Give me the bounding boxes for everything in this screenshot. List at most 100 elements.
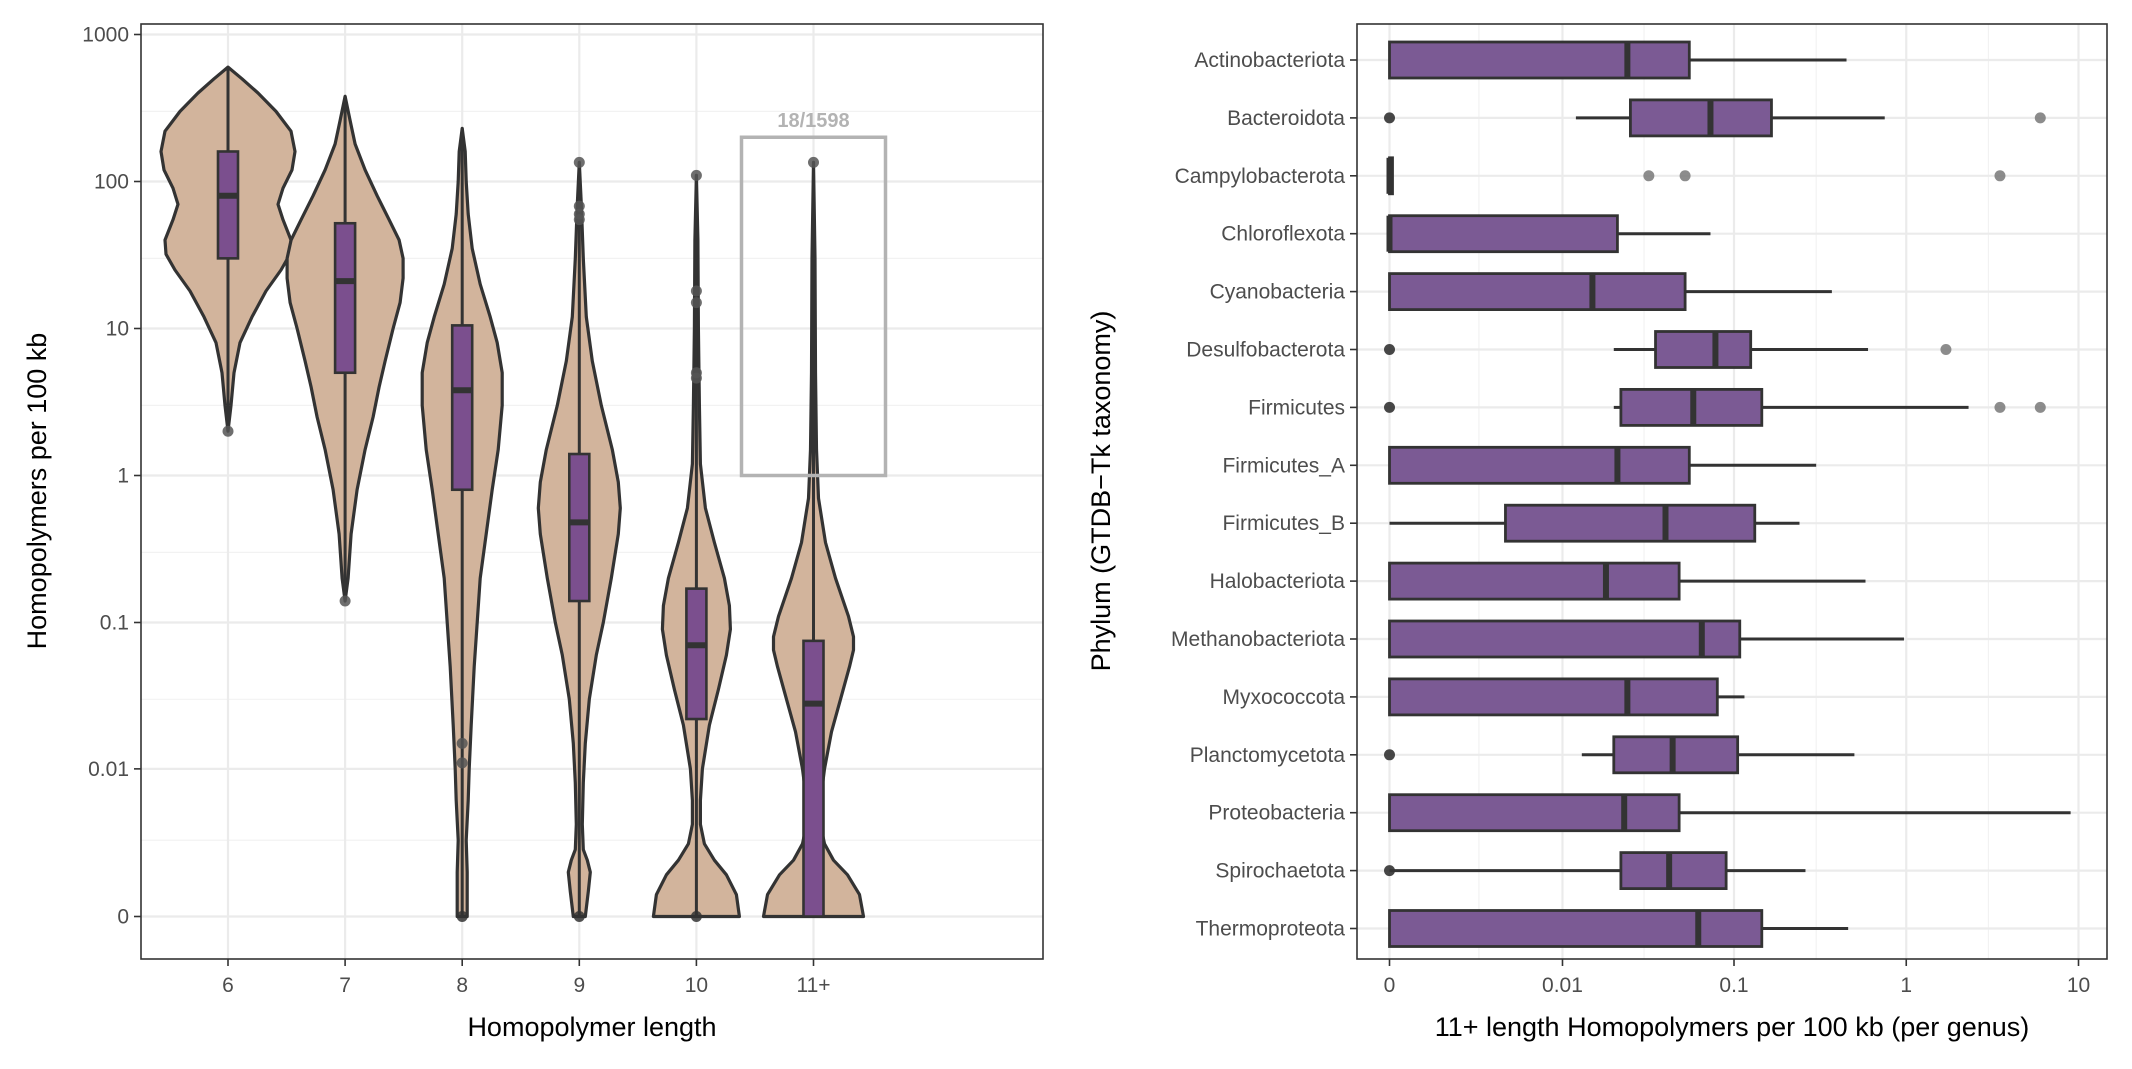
violin-outlier bbox=[690, 372, 702, 384]
violin-6 bbox=[159, 65, 297, 437]
outlier bbox=[1940, 344, 1952, 355]
boxplot-Firmicutes bbox=[1384, 387, 2046, 427]
y-tick-label: Cyanobacteria bbox=[1210, 281, 1346, 304]
y-tick-label: Actinobacteriota bbox=[1194, 49, 1345, 72]
y-tick-label: Firmicutes bbox=[1248, 396, 1345, 419]
box bbox=[1388, 909, 1764, 948]
boxplot-Firmicutes_A bbox=[1388, 445, 1817, 485]
boxplot-y-ticks: Actinobacteriota Bacteroidota Campylobacte… bbox=[1171, 49, 1357, 941]
y-tick-label: 100 bbox=[94, 171, 129, 194]
violin-outlier bbox=[690, 297, 702, 309]
y-tick-label: Chloroflexota bbox=[1221, 223, 1345, 246]
outlier bbox=[1384, 749, 1395, 761]
y-tick-label: Halobacteriota bbox=[1210, 570, 1346, 593]
violin-8 bbox=[420, 126, 504, 922]
x-tick-label: 10 bbox=[2067, 974, 2090, 997]
box bbox=[1619, 851, 1728, 890]
violin-outlier bbox=[690, 911, 702, 922]
violin-outlier bbox=[456, 911, 468, 922]
boxplots bbox=[1384, 40, 2071, 948]
x-tick-label: 10 bbox=[685, 974, 708, 997]
boxplot-Thermoproteota bbox=[1388, 909, 1849, 948]
violin-outlier bbox=[573, 911, 585, 922]
x-tick-label: 0.01 bbox=[1542, 974, 1583, 997]
violin-y-axis-title: Homopolymers per 100 kb bbox=[22, 333, 52, 650]
y-tick-label: 1 bbox=[117, 464, 129, 487]
box bbox=[1388, 272, 1687, 312]
boxplot-Spirochaetota bbox=[1384, 851, 1806, 890]
violin-outlier bbox=[573, 214, 585, 226]
box bbox=[1654, 330, 1753, 369]
box bbox=[1612, 735, 1740, 775]
y-tick-label: Myxococcota bbox=[1222, 686, 1345, 709]
violin-7 bbox=[285, 94, 405, 607]
box bbox=[1388, 619, 1742, 659]
boxplot-Bacteroidota bbox=[1384, 98, 2046, 138]
violin-box bbox=[802, 639, 825, 918]
outlier bbox=[1384, 401, 1395, 413]
box bbox=[1388, 214, 1619, 254]
y-tick-label: Campylobacterota bbox=[1175, 165, 1346, 188]
violin-box bbox=[216, 150, 240, 260]
outlier bbox=[1384, 112, 1395, 124]
violin-10 bbox=[651, 169, 741, 922]
box bbox=[1504, 503, 1757, 543]
outlier bbox=[2034, 112, 2046, 124]
y-tick-label: 10 bbox=[106, 318, 129, 341]
violin-outlier bbox=[456, 737, 468, 749]
violin-y-ticks: 0 0.01 0.1 1 10 100 1000 bbox=[82, 24, 141, 929]
violin-panel: 18/1598 0 0.01 0.1 1 10 100 1000 6 7 8 9 10 11+ Hom… bbox=[22, 23, 1044, 1042]
y-tick-label: Spirochaetota bbox=[1215, 860, 1345, 883]
boxplot-Campylobacterota bbox=[1386, 156, 2006, 196]
x-tick-label: 8 bbox=[456, 974, 468, 997]
violin-outlier bbox=[573, 156, 585, 168]
boxplot-Proteobacteria bbox=[1388, 793, 2071, 833]
violin-panel-border bbox=[140, 23, 1044, 960]
x-tick-label: 9 bbox=[573, 974, 585, 997]
x-tick-label: 0 bbox=[1384, 974, 1396, 997]
violin-x-ticks: 6 7 8 9 10 11+ bbox=[222, 959, 831, 997]
violin-9 bbox=[536, 156, 622, 922]
boxplot-Planctomycetota bbox=[1384, 735, 1855, 775]
violin-outlier bbox=[222, 425, 234, 437]
outlier bbox=[1643, 170, 1655, 182]
outlier bbox=[1384, 865, 1395, 877]
x-tick-label: 1 bbox=[1900, 974, 1912, 997]
x-tick-label: 11+ bbox=[796, 974, 830, 997]
violin-outlier bbox=[339, 595, 351, 607]
violin-outlier bbox=[573, 200, 585, 212]
boxplot-Halobacteriota bbox=[1388, 561, 1866, 601]
y-tick-label: Firmicutes_B bbox=[1222, 512, 1345, 535]
x-tick-label: 6 bbox=[222, 974, 234, 997]
highlight-box bbox=[739, 135, 888, 478]
boxplot-panel-border bbox=[1356, 23, 2108, 960]
violin-box bbox=[685, 587, 708, 721]
box bbox=[1388, 793, 1681, 833]
outlier bbox=[1679, 170, 1691, 182]
violin-x-axis-title: Homopolymer length bbox=[467, 1012, 716, 1042]
y-tick-label: Thermoproteota bbox=[1196, 918, 1346, 941]
box bbox=[1629, 98, 1773, 138]
box bbox=[1388, 445, 1691, 485]
y-tick-label: Planctomycetota bbox=[1190, 744, 1346, 767]
outlier bbox=[1994, 401, 2006, 413]
boxplot-y-axis-title: Phylum (GTDB−Tk taxonomy) bbox=[1086, 311, 1116, 672]
y-tick-label: Proteobacteria bbox=[1208, 802, 1345, 825]
violin-outlier bbox=[808, 156, 819, 168]
boxplot-panel: Actinobacteriota Bacteroidota Campylobacte… bbox=[1086, 23, 2108, 1042]
y-tick-label: Methanobacteriota bbox=[1171, 628, 1345, 651]
violin-11+ bbox=[761, 156, 866, 919]
boxplot-Chloroflexota bbox=[1386, 214, 1711, 254]
boxplot-Actinobacteriota bbox=[1388, 40, 1847, 80]
x-tick-label: 7 bbox=[339, 974, 351, 997]
boxplot-Myxococcota bbox=[1388, 677, 1745, 717]
highlight-label: 18/1598 bbox=[777, 110, 849, 132]
highlight-annotation: 18/1598 bbox=[739, 110, 888, 478]
violin-outlier bbox=[456, 757, 468, 769]
violin-box bbox=[333, 221, 357, 375]
outlier bbox=[1384, 344, 1395, 355]
x-tick-label: 0.1 bbox=[1719, 974, 1748, 997]
boxplot-Cyanobacteria bbox=[1388, 272, 1832, 312]
violin-outlier bbox=[690, 169, 702, 181]
